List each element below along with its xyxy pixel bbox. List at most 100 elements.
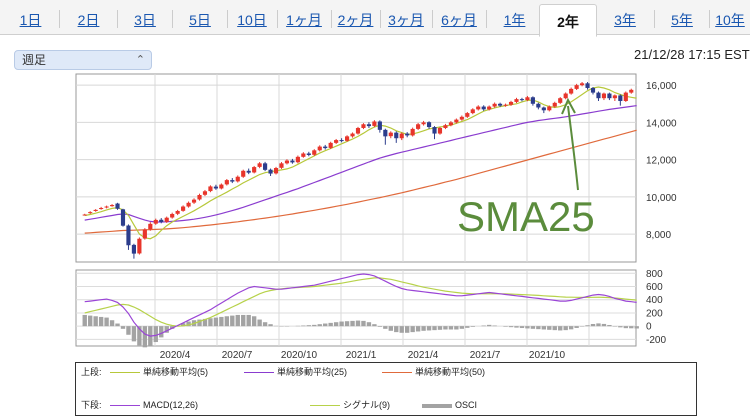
candle-up [503,104,508,106]
interval-select[interactable]: 週足 ⌃ [14,50,152,70]
legend-sma5: 単純移動平均(5) [110,366,208,378]
candle-down [213,186,218,189]
tab-2[interactable]: 2日 [77,12,100,28]
osci-bar [590,323,596,327]
osci-bar [432,326,437,331]
osci-bar [137,326,142,346]
tab-1[interactable]: 1日 [19,12,42,28]
tab-8[interactable]: 3ヶ月 [388,12,424,28]
tab-separator [486,10,487,28]
osci-bar [574,326,579,328]
candle-up [361,124,366,128]
candle-up [317,146,322,151]
legend-upper-row: 上段: 単純移動平均(5) 単純移動平均(25) 単純移動平均(50) [76,366,696,378]
tab-5[interactable]: 10日 [237,12,267,28]
candle-down [366,124,372,127]
tab-separator [59,10,60,28]
osci-bar [519,326,525,329]
tab-6[interactable]: 1ヶ月 [286,12,322,28]
osci-bar [159,326,164,338]
osci-bar [262,322,268,327]
macd-panel-frame [75,269,637,347]
sma50-line [84,129,637,234]
osci-bar [552,326,557,331]
tab-separator [709,10,710,28]
osci-bar [142,326,148,348]
candle-up [459,116,464,120]
candle-down [530,97,535,104]
candle-down [405,133,410,136]
candle-up [492,103,497,107]
tab-9[interactable]: 6ヶ月 [441,12,477,28]
tab-11[interactable]: 2年 [539,4,597,37]
osci-bar [394,326,399,333]
candle-up [273,168,279,174]
candle-down [159,219,164,222]
candle-up [109,205,115,207]
x-axis-label: 2020/7 [222,350,253,361]
x-axis-label: 2021/7 [470,350,501,361]
candle-up [470,109,475,114]
tab-7[interactable]: 2ヶ月 [337,12,374,28]
candle-up [175,210,180,214]
candle-up [88,212,93,214]
price-tick-label: 16,000 [646,81,677,92]
tab-13[interactable]: 5年 [671,12,693,28]
candle-up [82,214,87,216]
candle-down [323,146,328,149]
candle-up [257,163,262,167]
osci-bar [333,322,339,327]
osci-bar [508,326,514,328]
tab-4[interactable]: 5日 [189,12,211,28]
tab-separator [654,10,655,28]
osci-bar [169,326,175,329]
osci-bar [251,316,257,327]
candle-up [569,88,574,94]
candle-up [164,217,169,222]
tab-14[interactable]: 10年 [715,12,745,28]
osci-bar [153,326,158,343]
osci-bar [355,320,361,327]
candle-up [574,85,579,89]
osci-bar [164,326,169,333]
osci-bar [503,326,508,327]
osci-bar [366,322,372,327]
candle-up [197,194,202,200]
osci-bar [470,326,475,327]
tab-12[interactable]: 3年 [614,12,636,28]
candle-down [618,95,623,101]
osci-bar [241,314,246,327]
tab-3[interactable]: 3日 [134,12,156,28]
candle-down [481,106,486,110]
x-axis-label: 2020/10 [281,350,318,361]
osci-bar [448,326,454,330]
osci-bar [492,325,497,327]
annotation-arrow-shaft [567,105,579,191]
osci-bar [344,321,350,327]
osci-bar [197,319,202,327]
osci-bar [268,324,273,327]
osci-bar [465,326,470,328]
macd-tick-label: 200 [646,308,663,319]
candle-up [284,160,290,164]
osci-bar [361,320,366,327]
macd-tick-label: 600 [646,282,663,293]
osci-bar [601,323,607,327]
candle-up [421,122,426,125]
osci-bar [323,323,328,327]
candle-up [547,106,552,111]
legend-sma50-label: 単純移動平均(50) [415,367,486,377]
osci-bar [399,326,404,333]
candle-down [426,122,432,128]
legend-lower-label: 下段: [81,400,102,410]
legend-sma50: 単純移動平均(50) [382,366,485,378]
osci-bar [525,326,530,329]
tab-10[interactable]: 1年 [503,12,526,28]
osci-bar [328,322,333,327]
osci-bar [372,324,377,327]
candle-up [350,133,355,137]
osci-bar [415,326,421,332]
osci-bar [339,321,344,327]
candle-up [454,119,459,123]
legend-upper-label: 上段: [81,367,102,377]
